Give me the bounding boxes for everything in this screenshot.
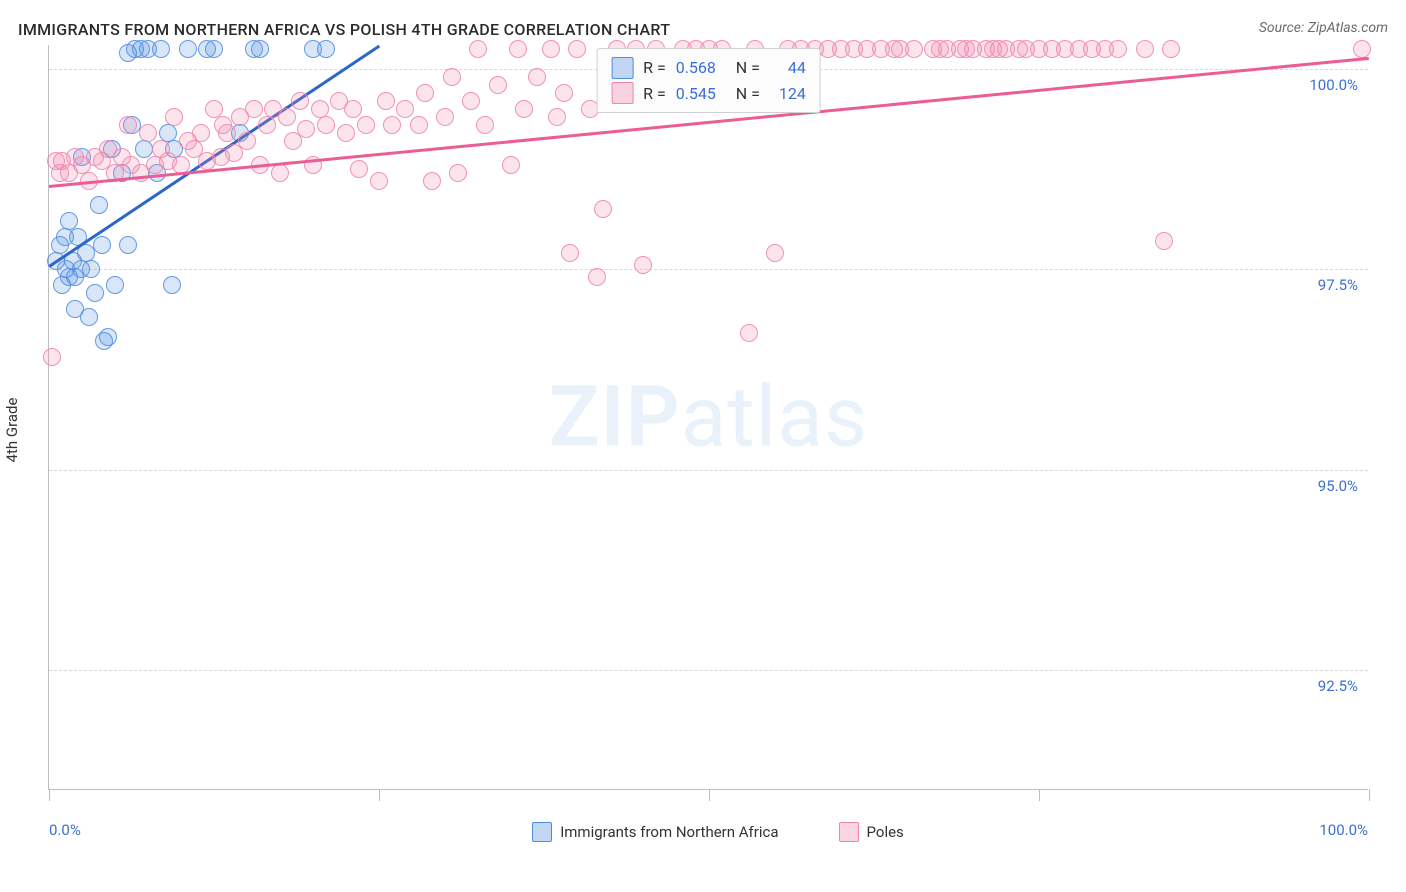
data-point-blue <box>135 140 153 158</box>
data-point-pink <box>165 108 183 126</box>
legend-swatch-icon <box>532 822 552 842</box>
source-label: Source: ZipAtlas.com <box>1259 20 1388 36</box>
legend-item-blue: Immigrants from Northern Africa <box>532 822 778 842</box>
data-point-blue <box>99 328 117 346</box>
y-tick-label: 92.5% <box>1318 677 1358 695</box>
data-point-pink <box>740 324 758 342</box>
y-tick-label: 95.0% <box>1318 477 1358 495</box>
data-point-pink <box>383 116 401 134</box>
data-point-blue <box>163 276 181 294</box>
data-point-blue <box>90 196 108 214</box>
data-point-pink <box>957 40 975 58</box>
chart-title: IMMIGRANTS FROM NORTHERN AFRICA VS POLIS… <box>18 20 670 39</box>
data-point-pink <box>905 40 923 58</box>
data-point-blue <box>86 284 104 302</box>
data-point-pink <box>416 84 434 102</box>
data-point-pink <box>271 164 289 182</box>
data-point-pink <box>119 116 137 134</box>
x-tick <box>1369 789 1370 801</box>
gridline <box>49 670 1368 671</box>
data-point-pink <box>1353 40 1371 58</box>
data-point-pink <box>43 348 61 366</box>
data-point-blue <box>82 260 100 278</box>
scatter-plot: ZIPatlas R = 0.568 N = 44 R = 0.545 N = … <box>48 45 1368 790</box>
data-point-pink <box>436 108 454 126</box>
legend-swatch-pink <box>611 82 633 104</box>
data-point-pink <box>509 40 527 58</box>
data-point-pink <box>469 40 487 58</box>
data-point-pink <box>245 100 263 118</box>
data-point-pink <box>555 84 573 102</box>
data-point-pink <box>291 92 309 110</box>
y-tick-label: 97.5% <box>1318 276 1358 294</box>
data-point-pink <box>350 160 368 178</box>
gridline <box>49 269 1368 270</box>
correlation-row-blue: R = 0.568 N = 44 <box>611 55 806 81</box>
x-tick <box>49 789 50 801</box>
data-point-pink <box>238 132 256 150</box>
data-point-pink <box>462 92 480 110</box>
data-point-pink <box>502 156 520 174</box>
data-point-pink <box>931 40 949 58</box>
data-point-pink <box>542 40 560 58</box>
data-point-pink <box>1155 232 1173 250</box>
data-point-blue <box>251 40 269 58</box>
data-point-pink <box>489 76 507 94</box>
x-tick <box>709 789 710 801</box>
data-point-pink <box>588 268 606 286</box>
footer-legend: Immigrants from Northern Africa Poles <box>48 822 1388 842</box>
data-point-pink <box>766 244 784 262</box>
data-point-blue <box>317 40 335 58</box>
data-point-blue <box>119 236 137 254</box>
data-point-pink <box>258 116 276 134</box>
data-point-pink <box>192 124 210 142</box>
data-point-blue <box>179 40 197 58</box>
data-point-pink <box>594 200 612 218</box>
watermark: ZIPatlas <box>549 368 869 467</box>
data-point-pink <box>548 108 566 126</box>
data-point-pink <box>410 116 428 134</box>
data-point-pink <box>218 124 236 142</box>
x-tick <box>1039 789 1040 801</box>
data-point-pink <box>370 172 388 190</box>
data-point-pink <box>1162 40 1180 58</box>
data-point-pink <box>297 120 315 138</box>
data-point-pink <box>476 116 494 134</box>
data-point-pink <box>634 256 652 274</box>
data-point-pink <box>443 68 461 86</box>
x-tick <box>379 789 380 801</box>
y-axis-label: 4th Grade <box>3 398 21 463</box>
data-point-pink <box>561 244 579 262</box>
data-point-pink <box>1136 40 1154 58</box>
correlation-row-pink: R = 0.545 N = 124 <box>611 81 806 107</box>
data-point-pink <box>1109 40 1127 58</box>
data-point-blue <box>93 236 111 254</box>
data-point-pink <box>357 116 375 134</box>
data-point-pink <box>344 100 362 118</box>
data-point-blue <box>205 40 223 58</box>
data-point-pink <box>449 164 467 182</box>
data-point-blue <box>80 308 98 326</box>
legend-swatch-blue <box>611 57 633 79</box>
legend-item-pink: Poles <box>839 822 904 842</box>
data-point-pink <box>568 40 586 58</box>
data-point-pink <box>528 68 546 86</box>
data-point-blue <box>152 40 170 58</box>
legend-swatch-icon <box>839 822 859 842</box>
data-point-pink <box>396 100 414 118</box>
data-point-blue <box>106 276 124 294</box>
data-point-pink <box>377 92 395 110</box>
data-point-pink <box>515 100 533 118</box>
data-point-pink <box>337 124 355 142</box>
data-point-pink <box>997 40 1015 58</box>
gridline <box>49 470 1368 471</box>
y-tick-label: 100.0% <box>1309 76 1358 94</box>
correlation-legend-box: R = 0.568 N = 44 R = 0.545 N = 124 <box>596 48 821 113</box>
data-point-pink <box>423 172 441 190</box>
data-point-pink <box>278 108 296 126</box>
data-point-pink <box>139 124 157 142</box>
data-point-pink <box>317 116 335 134</box>
